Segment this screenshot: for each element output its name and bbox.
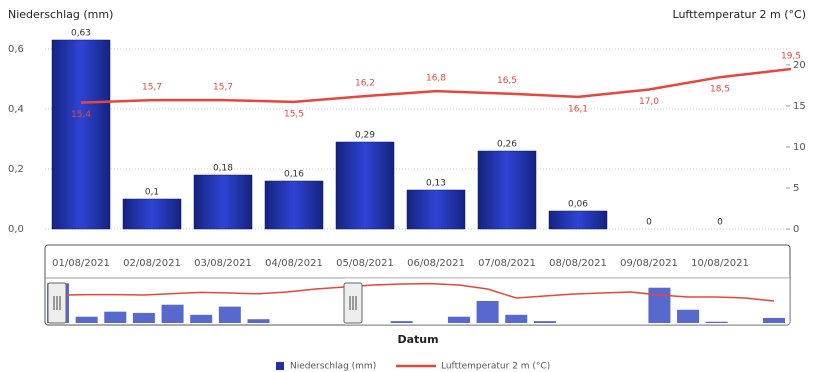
bar-value-label: 0,29	[355, 131, 375, 141]
x-tick-label: 08/08/2021	[549, 258, 607, 269]
y-axis-title: Niederschlag (mm)	[8, 8, 113, 21]
y2-tick-label: 20	[793, 60, 806, 71]
bar	[193, 174, 253, 230]
line-value-label: 19,5	[781, 52, 801, 62]
navigator-line	[57, 282, 775, 302]
bar	[406, 189, 466, 230]
x-tick-label: 03/08/2021	[194, 258, 252, 269]
bar-value-label: 0,13	[426, 179, 446, 189]
x-tick-label: 07/08/2021	[478, 258, 536, 269]
navigator-mask	[345, 278, 790, 325]
navigator-bar	[447, 316, 470, 323]
y-tick-label: 0,4	[8, 104, 24, 115]
y2-tick-label: 15	[793, 101, 806, 112]
navigator-bar	[533, 321, 556, 323]
bar-value-label: 0,26	[497, 140, 517, 150]
bar-value-label: 0	[717, 218, 723, 228]
x-tick-label: 01/08/2021	[52, 258, 110, 269]
navigator-bar	[161, 304, 184, 323]
x-tick-label: 05/08/2021	[336, 258, 394, 269]
line-value-label: 17,0	[639, 97, 659, 107]
line-value-label: 16,8	[426, 74, 446, 84]
x-tick-label: 06/08/2021	[407, 258, 465, 269]
legend-label[interactable]: Niederschlag (mm)	[290, 362, 376, 372]
y2-axis-title: Lufttemperatur 2 m (°C)	[673, 8, 806, 21]
legend-swatch[interactable]	[276, 362, 284, 370]
bar	[264, 180, 324, 230]
y2-tick-label: 5	[793, 183, 799, 194]
y-tick-label: 0,0	[8, 224, 24, 235]
navigator-bar	[190, 314, 213, 323]
bar	[122, 198, 182, 230]
x-axis-title: Datum	[397, 333, 438, 346]
navigator-bar	[677, 309, 700, 323]
navigator-bar	[476, 300, 499, 323]
line-value-label: 15,7	[142, 83, 162, 93]
navigator-bar	[132, 312, 155, 323]
y2-tick-label: 10	[793, 142, 806, 153]
legend-label[interactable]: Lufttemperatur 2 m (°C)	[441, 362, 550, 372]
navigator-frame	[44, 244, 791, 326]
bar	[51, 39, 111, 230]
x-tick-label: 10/08/2021	[691, 258, 749, 269]
x-tick-label: 09/08/2021	[620, 258, 678, 269]
navigator-bar	[104, 311, 127, 323]
navigator-bar	[648, 287, 671, 323]
bar-value-label: 0,18	[213, 164, 233, 174]
bar	[477, 150, 537, 230]
bar	[335, 141, 395, 230]
y-tick-label: 0,2	[8, 164, 24, 175]
line-value-label: 16,2	[355, 79, 375, 89]
navigator-bar	[75, 316, 98, 323]
line-value-label: 15,4	[71, 110, 91, 120]
navigator-bar	[705, 321, 728, 323]
x-tick-label: 02/08/2021	[123, 258, 181, 269]
navigator-bar	[247, 319, 270, 323]
y-tick-label: 0,6	[8, 44, 24, 55]
line-value-label: 16,5	[497, 76, 517, 86]
bar-value-label: 0,1	[145, 188, 159, 198]
navigator-bar	[505, 314, 528, 323]
navigator-bar	[218, 306, 241, 323]
navigator-bar	[390, 321, 413, 323]
x-tick-label: 04/08/2021	[265, 258, 323, 269]
bar	[548, 210, 608, 230]
bar-value-label: 0,16	[284, 170, 304, 180]
line-value-label: 15,7	[213, 83, 233, 93]
bar-value-label: 0,63	[71, 29, 91, 39]
bar-value-label: 0	[646, 218, 652, 228]
navigator-bar	[763, 317, 785, 323]
bar-value-label: 0,06	[568, 200, 588, 210]
line-value-label: 16,1	[568, 104, 588, 114]
line-value-label: 15,5	[284, 109, 304, 119]
line-value-label: 18,5	[710, 85, 730, 95]
line	[80, 67, 792, 104]
y2-tick-label: 0	[793, 224, 799, 235]
